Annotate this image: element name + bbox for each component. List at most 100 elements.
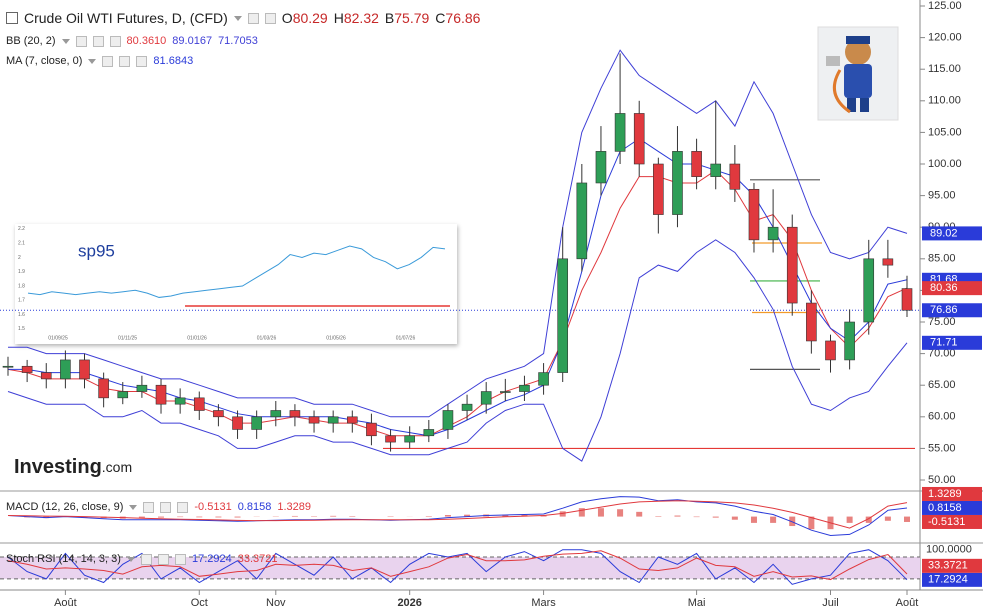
ohlc-item: O80.29 (282, 10, 328, 26)
ohlc-value: 75.79 (394, 10, 430, 26)
price-badge-label: 89.02 (930, 227, 958, 239)
indicator-line (7, 550, 908, 581)
inset-x-label: 01/05/26 (326, 335, 346, 341)
macd-histogram-bar (636, 511, 643, 517)
stoch-band (0, 557, 920, 579)
pane-badge-label: 1.3289 (928, 488, 962, 500)
candle-body (327, 416, 339, 424)
inset-chart: 1.5 1.6 1.7 1.8 1.9 2 2.1 2.2 01/09/25 01/11/25 01… (15, 224, 457, 344)
overlay-value: 71.7053 (218, 35, 258, 47)
candle-body (901, 288, 913, 311)
ohlc-prefix: C (435, 10, 446, 26)
candle-body (423, 429, 435, 437)
ohlc-item: C76.86 (435, 10, 480, 26)
macd-histogram-bar (770, 516, 777, 523)
pane-legend: Stoch RSI (14, 14, 3, 3) 17.2924 33.3721 (6, 553, 277, 565)
candle-body (519, 384, 530, 392)
settings-icon[interactable] (92, 35, 104, 47)
inset-x-label: 01/11/25 (118, 335, 137, 341)
menu-arrow[interactable] (126, 556, 135, 562)
remove-icon[interactable] (136, 55, 148, 67)
inset-x-label: 01/03/26 (257, 335, 277, 341)
candle-body (882, 258, 894, 266)
candle-body (729, 163, 741, 190)
eye-icon[interactable] (75, 35, 87, 47)
candle-body (633, 113, 645, 165)
candle-body (308, 416, 320, 424)
y-tick-label: 120.00 (928, 32, 962, 44)
eye-icon[interactable] (140, 553, 152, 565)
settings-icon[interactable] (160, 501, 172, 513)
inset-y-label: 1.6 (18, 312, 25, 318)
overlay-value: 89.0167 (172, 35, 213, 47)
x-tick-label: Juil (822, 597, 839, 609)
candle-body (346, 416, 358, 424)
candle-body (213, 410, 224, 418)
y-tick-label: 55.00 (928, 442, 956, 454)
inset-y-label: 2.1 (18, 240, 25, 246)
pane-value: 33.3721 (237, 553, 278, 565)
pane-badge-label: -0.5131 (928, 516, 965, 528)
pane-badge (922, 486, 982, 501)
menu-arrow[interactable] (129, 504, 138, 510)
ohlc-item: B75.79 (385, 10, 429, 26)
candle-body (710, 163, 722, 177)
mascot (817, 26, 899, 121)
y-tick-label: 50.00 (928, 474, 956, 486)
macd-histogram-bar (712, 516, 719, 518)
inset-title: sp95 (78, 241, 115, 260)
price-badge-label: 76.86 (930, 304, 958, 316)
candle-body (60, 359, 71, 380)
inset-y-label: 1.5 (18, 326, 25, 332)
collapse-icon[interactable] (6, 12, 18, 24)
candle-body (691, 151, 702, 177)
pane-name: Stoch RSI (14, 14, 3, 3) (6, 553, 121, 565)
price-badge-label: 71.71 (930, 337, 958, 349)
candle-body (251, 416, 262, 430)
remove-icon[interactable] (177, 501, 189, 513)
overlay-line (7, 239, 908, 462)
macd-histogram-bar (502, 514, 509, 517)
y-tick-label: 105.00 (928, 126, 962, 138)
macd-histogram-bar (559, 511, 566, 517)
macd-histogram-bar (464, 514, 471, 517)
eye-icon[interactable] (102, 55, 114, 67)
settings-icon[interactable] (157, 553, 169, 565)
macd-histogram-bar (750, 516, 757, 523)
menu-arrow[interactable] (233, 15, 242, 21)
watermark: Investing.com (14, 456, 132, 478)
indicator-line (7, 549, 908, 585)
pane-value: 17.2924 (191, 553, 232, 565)
x-tick-label: Août (896, 597, 919, 609)
y-tick-label: 100.00 (928, 158, 962, 170)
settings-icon[interactable] (264, 12, 276, 24)
price-badge (922, 226, 982, 241)
macd-histogram-bar (904, 516, 910, 522)
menu-arrow[interactable] (61, 38, 70, 44)
settings-icon[interactable] (119, 55, 131, 67)
pane-value: -0.5131 (194, 501, 232, 513)
candle-body (79, 359, 90, 380)
eye-icon[interactable] (247, 12, 259, 24)
overlay-value: 81.6843 (153, 55, 194, 67)
pane-name: MACD (12, 26, close, 9) (6, 501, 124, 513)
macd-histogram-bar (349, 516, 356, 517)
remove-icon[interactable] (109, 35, 121, 47)
candle-body (461, 403, 473, 411)
x-tick-label: Mars (531, 597, 556, 609)
remove-icon[interactable] (174, 553, 186, 565)
overlay-legend: BB (20, 2) 80.3610 89.0167 71.7053 (6, 35, 258, 47)
candle-body (614, 113, 626, 152)
candle-body (595, 151, 607, 184)
macd-histogram-bar (884, 516, 891, 521)
candle-body (844, 321, 855, 361)
macd-histogram-bar (215, 516, 222, 518)
pane-badge (922, 558, 982, 573)
candle-body (538, 372, 549, 386)
menu-arrow[interactable] (88, 58, 97, 64)
macd-histogram-bar (291, 515, 298, 517)
ohlc-item: H82.32 (334, 10, 379, 26)
macd-histogram-bar (578, 508, 585, 517)
eye-icon[interactable] (143, 501, 155, 513)
